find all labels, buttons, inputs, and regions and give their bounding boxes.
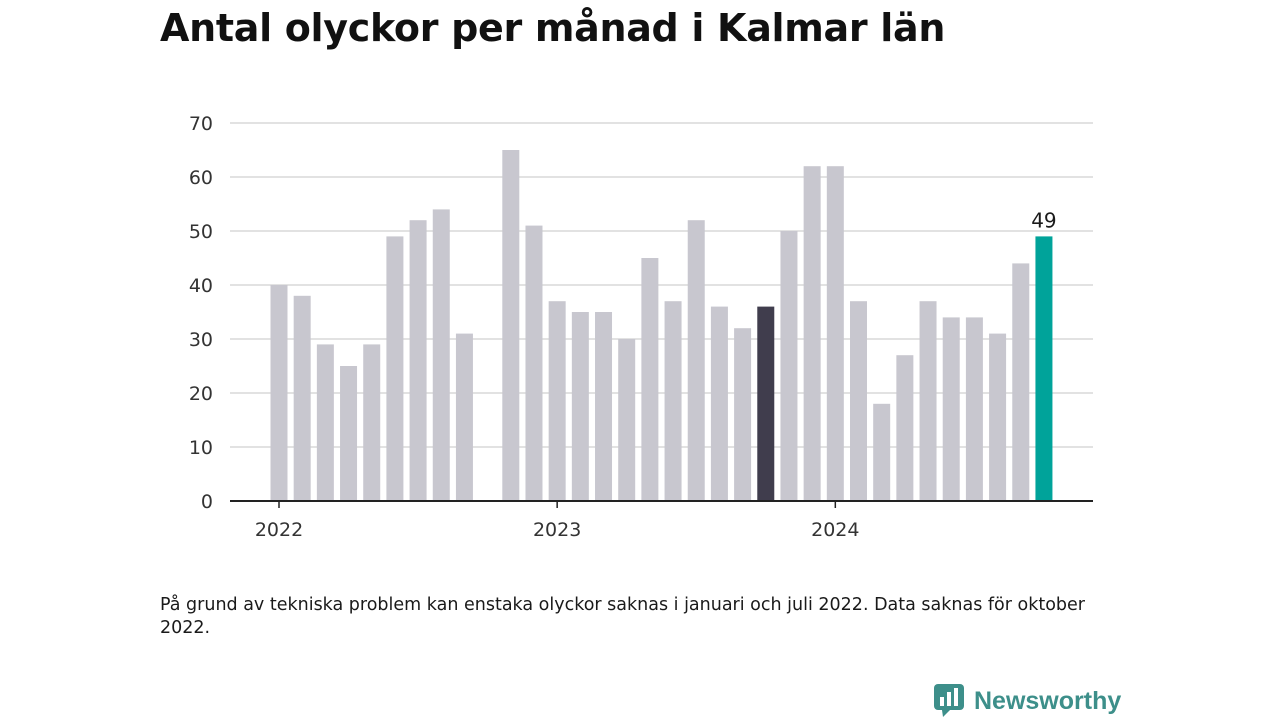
bars xyxy=(270,150,1053,501)
bar-2022-07 xyxy=(409,220,427,501)
y-tick-label: 20 xyxy=(189,383,213,405)
bar-2022-05 xyxy=(363,344,381,501)
bar-2022-03 xyxy=(316,344,334,501)
x-tick-label: 2023 xyxy=(533,519,581,541)
footnote: På grund av tekniska problem kan enstaka… xyxy=(160,595,1085,638)
bar-2022-06 xyxy=(386,236,404,501)
newsworthy-logo-icon xyxy=(934,684,964,717)
bar-2023-11 xyxy=(780,231,798,501)
bar-2024-10 xyxy=(1035,236,1053,501)
bar-2023-06 xyxy=(664,301,682,501)
bar-2024-06 xyxy=(942,317,960,501)
grid-lines xyxy=(230,122,1093,448)
brand-name: Newsworthy xyxy=(974,686,1122,715)
bar-2023-09 xyxy=(734,328,752,501)
bar-2024-03 xyxy=(873,403,891,501)
data-label: 49 xyxy=(1031,208,1056,232)
chart-title: Antal olyckor per månad i Kalmar län xyxy=(160,6,946,50)
bar-2022-04 xyxy=(340,366,358,501)
brand-logo[interactable]: Newsworthy xyxy=(934,684,1121,718)
bar-2024-04 xyxy=(896,355,914,501)
bar-2024-07 xyxy=(965,317,983,501)
y-tick-label: 10 xyxy=(189,437,213,459)
bar-2022-12 xyxy=(525,225,543,501)
bar-2023-07 xyxy=(687,220,705,501)
bar-2022-01 xyxy=(270,285,288,501)
bar-2023-08 xyxy=(710,306,728,501)
bar-2023-10 xyxy=(757,306,775,501)
bar-2022-11 xyxy=(502,150,520,501)
bar-2023-02 xyxy=(571,312,589,501)
bar-2024-01 xyxy=(826,166,844,501)
y-tick-label: 50 xyxy=(189,221,213,243)
y-axis-ticks: 0 10 20 30 40 50 60 70 xyxy=(189,113,213,513)
data-labels: 49 xyxy=(1031,208,1056,232)
y-tick-label: 30 xyxy=(189,329,213,351)
x-axis-ticks: 2022 2023 2024 xyxy=(255,501,859,541)
bar-2022-08 xyxy=(432,209,450,501)
bar-2022-09 xyxy=(455,333,473,501)
bar-2024-09 xyxy=(1012,263,1030,501)
bar-2023-05 xyxy=(641,258,659,501)
bar-2023-01 xyxy=(548,301,566,501)
x-tick-label: 2022 xyxy=(255,519,303,541)
y-tick-label: 0 xyxy=(201,491,213,513)
bar-2023-03 xyxy=(595,312,613,501)
bar-2024-08 xyxy=(989,333,1007,501)
bar-2024-02 xyxy=(850,301,867,501)
bar-2024-05 xyxy=(919,301,937,501)
y-tick-label: 60 xyxy=(189,167,213,189)
x-tick-label: 2024 xyxy=(811,519,859,541)
y-tick-label: 40 xyxy=(189,275,213,297)
bar-chart: 0 10 20 30 40 50 60 70 2022 2023 2024 49 xyxy=(189,113,1093,541)
bar-2023-12 xyxy=(803,166,821,501)
bar-2022-02 xyxy=(293,295,311,501)
y-tick-label: 70 xyxy=(189,113,213,135)
bar-2023-04 xyxy=(618,339,636,501)
